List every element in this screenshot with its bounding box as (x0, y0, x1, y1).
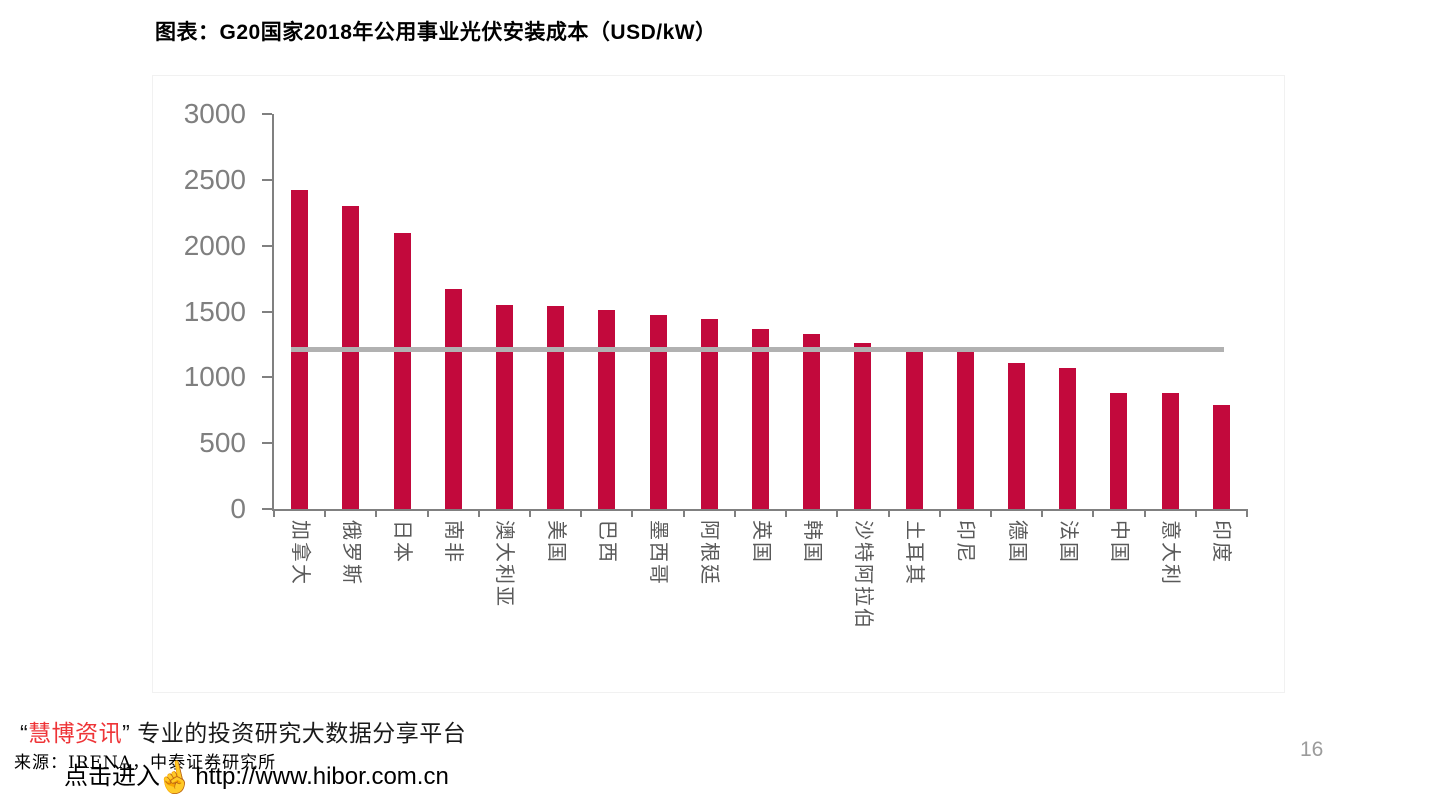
x-tick-mark (426, 509, 429, 517)
bar-土耳其 (905, 351, 923, 509)
page-number: 16 (1300, 738, 1324, 761)
bar-法国 (1059, 368, 1077, 509)
category-label: 南非 (442, 520, 465, 564)
category-label: 德国 (1005, 520, 1028, 564)
bar-沙特阿拉伯 (854, 343, 872, 509)
category-label: 俄罗斯 (339, 520, 362, 586)
brand-open-quote: “ (20, 720, 29, 746)
x-tick-mark (273, 509, 275, 517)
x-tick-mark (733, 509, 736, 517)
x-tick-mark (1041, 509, 1044, 517)
x-tick-mark (989, 509, 992, 517)
bar-南非 (444, 289, 462, 509)
y-tick-label: 0 (230, 493, 246, 524)
x-tick-mark (938, 509, 941, 517)
x-tick-mark (1143, 509, 1146, 517)
bar-巴西 (598, 310, 616, 509)
y-tick-mark (262, 508, 272, 510)
bar-俄罗斯 (342, 206, 360, 509)
y-axis-line (272, 114, 274, 511)
bar-阿根廷 (700, 319, 718, 509)
x-tick-mark (529, 509, 532, 517)
category-label: 沙特阿拉伯 (851, 520, 874, 630)
y-tick-label: 2000 (183, 229, 246, 261)
category-label: 澳大利亚 (493, 520, 516, 608)
x-tick-mark (1092, 509, 1095, 517)
x-tick-mark (1246, 509, 1248, 517)
bar-墨西哥 (649, 315, 667, 509)
y-tick-label: 3000 (183, 98, 246, 129)
x-tick-mark (580, 509, 583, 517)
x-tick-mark (375, 509, 378, 517)
y-tick-label: 1000 (183, 361, 246, 393)
bar-chart: 0 500 1000 1500 2000 2500 3000 加拿大 俄罗斯 日本 南非 澳大利亚 美国… (152, 75, 1285, 693)
x-tick-mark (785, 509, 788, 517)
category-label: 意大利 (1159, 520, 1182, 586)
y-tick-mark (262, 178, 272, 181)
bar-日本 (393, 232, 411, 509)
average-line (291, 347, 1225, 353)
chart-title: 图表：G20国家2018年公用事业光伏安装成本（USD/kW） (155, 21, 717, 44)
x-tick-mark (682, 509, 685, 517)
brand-close-quote: ” (122, 720, 131, 746)
bar-意大利 (1161, 393, 1179, 509)
category-label: 加拿大 (288, 520, 311, 586)
bar-印度 (1212, 404, 1230, 509)
category-label: 印度 (1210, 520, 1233, 564)
y-tick-label: 1500 (183, 295, 246, 327)
y-tick-mark (262, 376, 272, 379)
x-tick-mark (836, 509, 839, 517)
site-url[interactable]: http://www.hibor.com.cn (195, 763, 449, 790)
x-tick-mark (631, 509, 634, 517)
y-tick-label: 2500 (183, 163, 246, 195)
y-tick-mark (262, 310, 272, 313)
y-tick-label: 500 (199, 427, 246, 459)
category-label: 土耳其 (903, 520, 926, 586)
enter-site-link[interactable]: 点击进入☝http://www.hibor.com.cn (64, 756, 449, 799)
source-line: 来源：IRENA，中泰证券研究所 (14, 753, 277, 773)
category-label: 墨西哥 (647, 520, 670, 586)
category-label: 美国 (544, 520, 567, 564)
brand-tagline: 专业的投资研究大数据分享平台 (137, 720, 467, 746)
y-tick-mark (262, 113, 272, 115)
x-tick-mark (477, 509, 480, 517)
category-label: 印尼 (954, 520, 977, 564)
x-axis-line (272, 509, 1247, 511)
x-tick-mark (1194, 509, 1197, 517)
click-prompt[interactable]: 点击进入 (64, 763, 160, 790)
bar-中国 (1110, 393, 1128, 509)
x-tick-mark (324, 509, 327, 517)
category-label: 英国 (749, 520, 772, 564)
bar-美国 (547, 306, 565, 509)
brand-name: 慧博资讯 (28, 720, 123, 746)
pointing-hand-icon: ☝ (152, 758, 197, 799)
category-label: 阿根廷 (698, 520, 721, 586)
category-label: 日本 (391, 520, 414, 564)
category-label: 法国 (1056, 520, 1079, 564)
category-label: 巴西 (595, 520, 618, 564)
y-tick-mark (262, 244, 272, 247)
bar-德国 (1008, 362, 1026, 509)
y-tick-mark (262, 442, 272, 445)
category-label: 韩国 (800, 520, 823, 564)
bar-英国 (752, 328, 769, 509)
footer-brand-line: “慧博资讯” 专业的投资研究大数据分享平台 (20, 714, 466, 748)
x-tick-mark (887, 509, 890, 517)
bar-澳大利亚 (495, 304, 513, 509)
bar-印尼 (956, 351, 974, 509)
category-label: 中国 (1107, 520, 1130, 564)
bar-韩国 (803, 333, 821, 509)
